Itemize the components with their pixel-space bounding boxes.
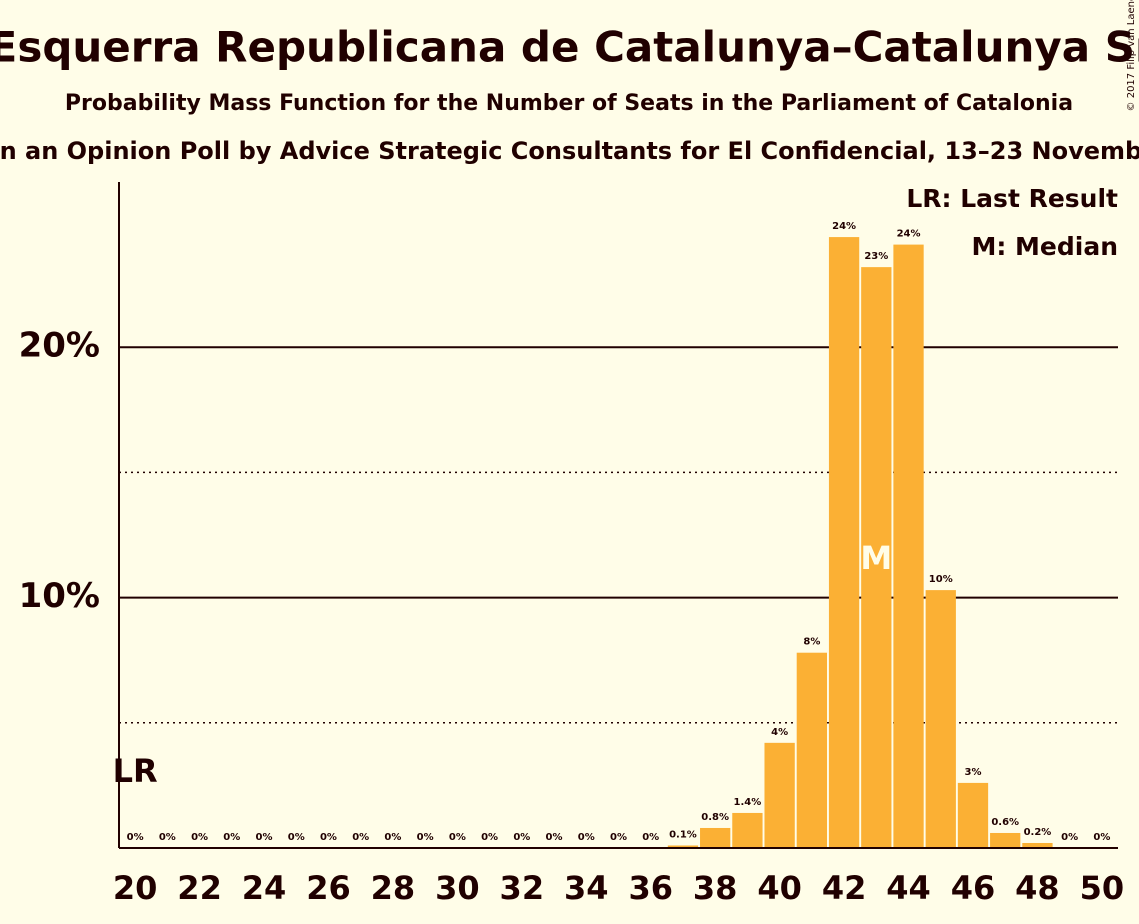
value-label: 0% [191, 832, 208, 843]
chart-subtitle: Probability Mass Function for the Number… [65, 91, 1073, 116]
legend-entry: M: Median [971, 232, 1118, 261]
bar [700, 827, 731, 848]
x-tick-label: 26 [306, 869, 351, 907]
x-tick-label: 24 [242, 869, 287, 907]
y-tick-label: 20% [19, 326, 100, 366]
x-tick-label: 32 [500, 869, 545, 907]
value-label: 0.6% [991, 817, 1019, 828]
median-marker: M [860, 539, 892, 577]
value-label: 3% [964, 767, 981, 778]
bar [732, 812, 763, 848]
bar [828, 237, 860, 848]
value-label: 23% [864, 251, 888, 262]
value-label: 24% [897, 229, 921, 240]
value-label: 0% [127, 832, 144, 843]
value-label: 8% [803, 637, 820, 648]
value-label: 0.1% [669, 829, 697, 840]
chart-title: Esquerra Republicana de Catalunya–Catalu… [0, 23, 1139, 72]
value-label: 0% [256, 832, 273, 843]
bar [861, 267, 892, 848]
y-tick-label: 10% [19, 576, 100, 616]
value-label: 1.4% [734, 797, 762, 808]
value-label: 0% [481, 832, 498, 843]
copyright: © 2017 Filip van Laenen [1126, 0, 1137, 111]
x-tick-label: 46 [951, 869, 996, 907]
value-label: 0% [546, 832, 563, 843]
value-label: 0% [1093, 832, 1110, 843]
value-label: 4% [771, 727, 788, 738]
x-tick-label: 22 [177, 869, 222, 907]
value-label: 24% [832, 221, 856, 232]
chart-subtitle: Based on an Opinion Poll by Advice Strat… [0, 137, 1139, 165]
x-tick-label: 30 [435, 869, 480, 907]
last-result-marker: LR [113, 752, 158, 790]
x-tick-label: 50 [1080, 869, 1125, 907]
value-label: 0% [449, 832, 466, 843]
x-tick-label: 34 [564, 869, 609, 907]
value-label: 0% [159, 832, 176, 843]
value-label: 0% [417, 832, 434, 843]
bar [796, 652, 828, 848]
value-label: 0% [610, 832, 627, 843]
value-label: 0% [288, 832, 305, 843]
value-label: 0% [578, 832, 595, 843]
bar [925, 590, 956, 848]
x-tick-label: 28 [371, 869, 416, 907]
value-label: 0.2% [1024, 827, 1052, 838]
value-label: 0% [223, 832, 240, 843]
value-label: 10% [929, 574, 953, 585]
value-label: 0% [513, 832, 530, 843]
bar [667, 845, 699, 848]
value-label: 0% [1061, 832, 1078, 843]
x-tick-label: 44 [886, 869, 931, 907]
value-label: 0% [642, 832, 659, 843]
legend-entry: LR: Last Result [906, 184, 1118, 213]
bar [957, 782, 989, 848]
bar [990, 832, 1021, 848]
x-tick-label: 20 [113, 869, 158, 907]
x-tick-label: 36 [628, 869, 673, 907]
value-label: 0% [320, 832, 337, 843]
x-tick-label: 42 [822, 869, 867, 907]
bar [764, 742, 795, 848]
x-tick-label: 38 [693, 869, 738, 907]
x-tick-label: 40 [757, 869, 802, 907]
bar [1022, 842, 1053, 848]
value-label: 0.8% [701, 812, 729, 823]
value-label: 0% [384, 832, 401, 843]
value-label: 0% [352, 832, 369, 843]
bar [893, 244, 924, 848]
x-tick-label: 48 [1015, 869, 1060, 907]
